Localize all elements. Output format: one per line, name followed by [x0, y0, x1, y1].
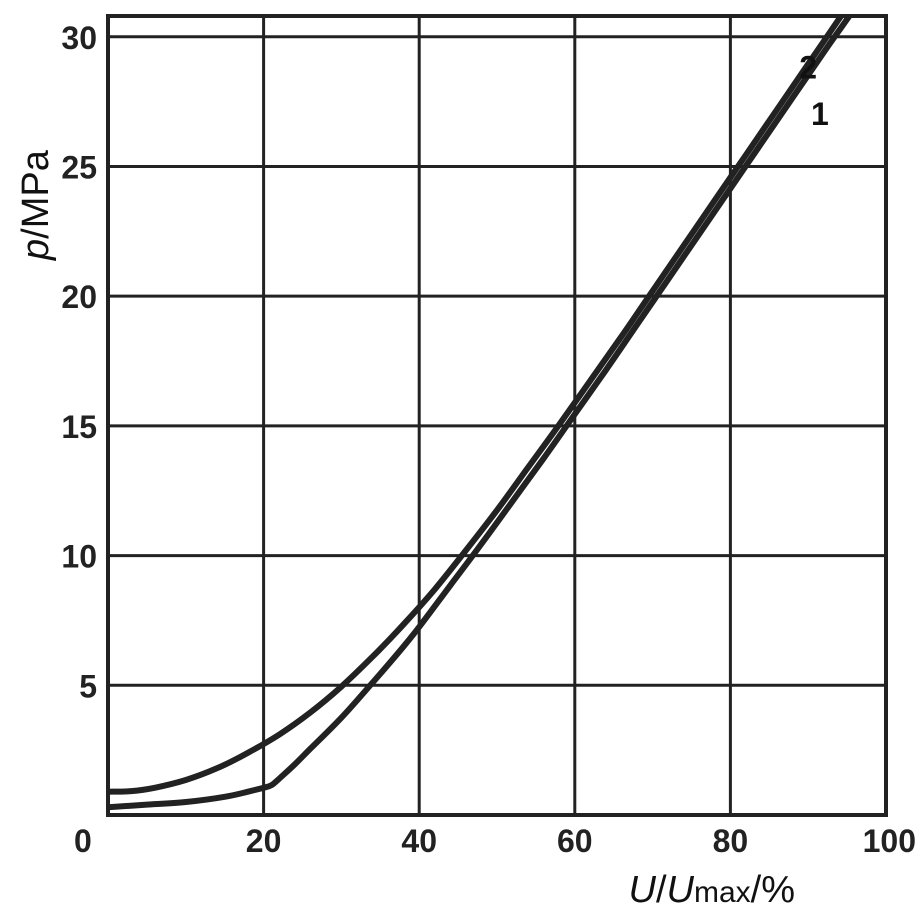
x-tick-label: 40 [401, 823, 437, 859]
x-tick-label: 60 [557, 823, 593, 859]
y-tick-label: 5 [79, 668, 97, 704]
x-axis-unit: /% [751, 869, 795, 911]
y-tick-label: 20 [61, 279, 97, 315]
y-axis-unit: /MPa [15, 149, 57, 239]
curve-1-label: 1 [811, 96, 829, 132]
curve-labels: 12 [799, 49, 828, 132]
x-axis-sep: / [656, 869, 667, 911]
curve-2-line [108, 16, 845, 795]
x-axis-sub: max [694, 876, 751, 909]
curve-2-label: 2 [799, 49, 817, 85]
curves [108, 16, 854, 811]
x-tick-label: 100 [863, 823, 916, 859]
x-axis-var2: U [667, 869, 695, 911]
y-tick-label: 30 [61, 20, 97, 56]
x-axis-title: U/Umax/% [628, 869, 795, 911]
tick-labels: 0 20 40 60 80 100 5 10 15 20 25 30 [61, 20, 916, 859]
curve-1-line [108, 16, 854, 811]
y-axis-var: p [15, 239, 57, 261]
plot-frame [106, 14, 888, 817]
grid-lines [108, 16, 886, 815]
x-tick-label: 80 [713, 823, 749, 859]
x-tick-label: 20 [246, 823, 282, 859]
x-tick-label: 0 [74, 823, 92, 859]
x-axis-var: U [628, 869, 656, 911]
y-axis-title: p/MPa [15, 149, 57, 261]
y-tick-label: 10 [61, 539, 97, 575]
y-tick-label: 25 [61, 149, 97, 185]
y-tick-label: 15 [61, 409, 97, 445]
